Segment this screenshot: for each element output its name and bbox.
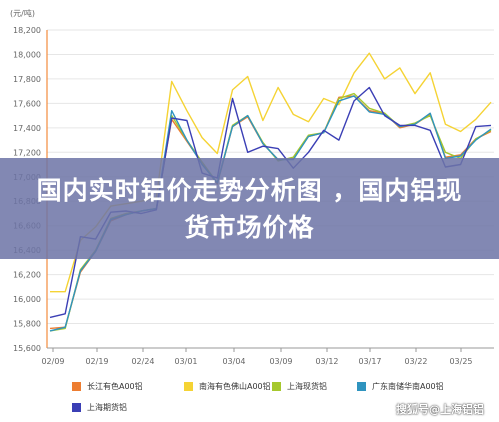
title-banner: 国内实时铝价走势分析图 ，国内铝现货市场价格 <box>0 158 499 259</box>
legend-label: 上海期货铝 <box>87 402 127 412</box>
legend-swatch <box>357 381 366 391</box>
x-tick-label: 02/24 <box>131 357 154 366</box>
legend: 长江有色A00铝 南海有色佛山A00铝 上海现货铝 广东南储华南A00铝上海期货铝 <box>72 380 492 420</box>
x-axis: 02/09 02/19 02/24 03/01 03/04 03/09 03/12 03/17… <box>41 347 494 366</box>
x-tick-label: 03/17 <box>358 357 381 366</box>
y-tick-label: 18,000 <box>13 50 41 59</box>
x-tick-label: 03/01 <box>174 357 197 366</box>
banner-title: 国内实时铝价走势分析图 ，国内铝现货市场价格 <box>36 175 463 242</box>
y-tick-label: 15,800 <box>13 320 41 329</box>
y-tick-label: 17,800 <box>13 75 41 84</box>
legend-swatch <box>272 381 281 391</box>
y-tick-label: 16,200 <box>13 271 41 280</box>
y-tick-label: 18,200 <box>13 26 41 35</box>
y-tick-label: 16,000 <box>13 295 41 304</box>
y-tick-label: 15,600 <box>13 344 41 353</box>
y-tick-label: 17,200 <box>13 148 41 157</box>
legend-swatch <box>184 381 193 391</box>
legend-swatch <box>72 402 81 412</box>
y-unit-label: (元/吨) <box>10 8 35 18</box>
y-tick-label: 17,600 <box>13 99 41 108</box>
x-tick-label: 03/09 <box>269 357 292 366</box>
legend-label: 上海现货铝 <box>287 381 327 391</box>
x-tick-label: 03/12 <box>315 357 338 366</box>
legend-item[interactable]: 上海现货铝 <box>272 380 327 392</box>
x-tick-label: 03/25 <box>449 357 472 366</box>
x-tick-label: 03/22 <box>404 357 427 366</box>
watermark-text: 搜狐号@上海铝铝 <box>396 403 484 416</box>
legend-item[interactable]: 长江有色A00铝 <box>72 380 143 392</box>
legend-item[interactable]: 上海期货铝 <box>72 401 127 413</box>
x-tick-label: 02/09 <box>41 357 64 366</box>
legend-swatch <box>72 381 81 391</box>
legend-label: 南海有色佛山A00铝 <box>199 381 271 391</box>
x-tick-label: 03/04 <box>222 357 245 366</box>
y-tick-label: 17,400 <box>13 124 41 133</box>
legend-item[interactable]: 南海有色佛山A00铝 <box>184 380 271 392</box>
legend-label: 长江有色A00铝 <box>87 381 143 391</box>
legend-item[interactable]: 广东南储华南A00铝 <box>357 380 444 392</box>
x-tick-label: 02/19 <box>85 357 108 366</box>
legend-label: 广东南储华南A00铝 <box>372 381 444 391</box>
